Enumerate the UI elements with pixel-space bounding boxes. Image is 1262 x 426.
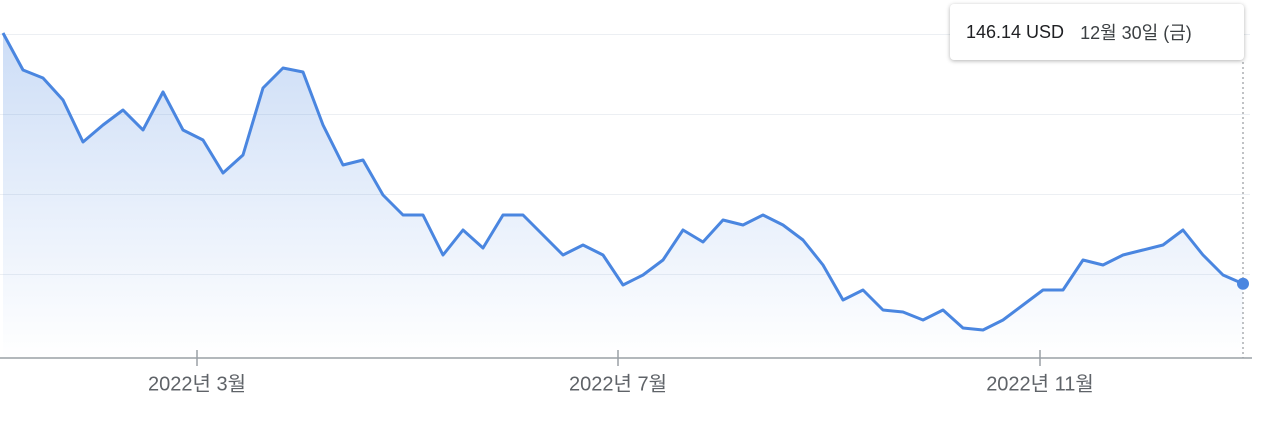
hover-point (1237, 277, 1249, 290)
tooltip-date: 12월 30일 (금) (1080, 23, 1192, 43)
area (3, 33, 1243, 358)
tooltip-value: 146.14 USD (966, 21, 1065, 42)
tooltip: 146.14 USD 12월 30일 (금) (950, 4, 1244, 60)
price-line (1, 32, 1244, 332)
x-tick-label: 2022년 11월 (986, 372, 1094, 395)
x-tick-label: 2022년 3월 (148, 372, 246, 395)
x-tick-label: 2022년 7월 (569, 372, 667, 395)
